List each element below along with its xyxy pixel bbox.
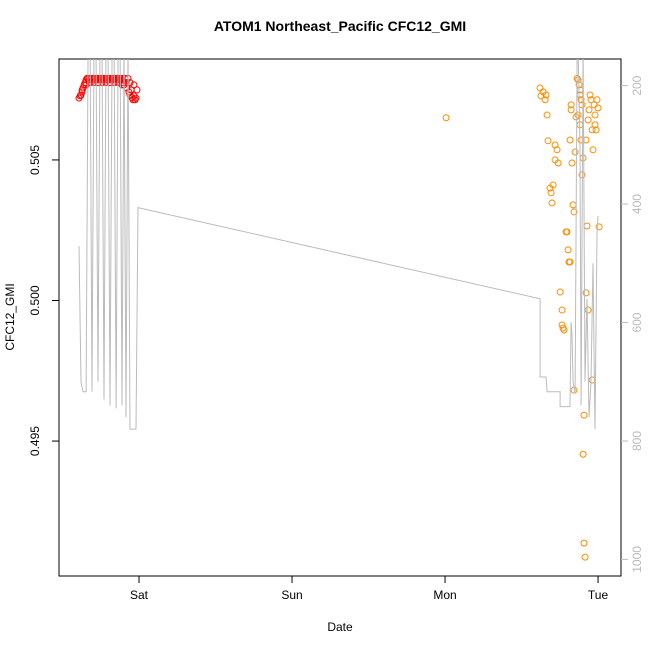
data-point (76, 92, 84, 100)
data-point (594, 104, 602, 112)
data-point (580, 539, 588, 547)
data-point (82, 81, 90, 89)
data-point (579, 450, 587, 458)
data-point (588, 126, 596, 134)
data-point (544, 137, 552, 145)
plot-area (75, 59, 603, 561)
data-point (543, 111, 551, 119)
data-point (563, 228, 571, 236)
data-point (541, 96, 549, 104)
data-point (571, 148, 579, 156)
y2-tick-label: 400 (630, 194, 644, 214)
data-point (133, 86, 141, 94)
data-point (549, 181, 557, 189)
data-point (582, 289, 590, 297)
data-point (577, 96, 585, 104)
data-point (122, 79, 130, 87)
data-point (593, 96, 601, 104)
x-tick-label: Mon (433, 588, 456, 602)
data-point (595, 223, 603, 231)
x-tick-label: Sun (281, 588, 302, 602)
data-point (126, 79, 134, 87)
data-point (553, 146, 561, 154)
data-point (568, 159, 576, 167)
x-axis-label: Date (327, 620, 353, 634)
data-point (78, 86, 86, 94)
data-point (132, 94, 140, 102)
y2-tick-label: 800 (630, 431, 644, 451)
data-point (580, 411, 588, 419)
data-point (125, 88, 133, 96)
data-point (442, 114, 450, 122)
x-tick-label: Sat (130, 588, 149, 602)
data-point (106, 79, 114, 87)
y-tick-label: 0.500 (28, 285, 42, 315)
data-point (592, 126, 600, 134)
data-point (566, 136, 574, 144)
data-point (581, 553, 589, 561)
data-point (556, 288, 564, 296)
data-point (582, 136, 590, 144)
data-point (558, 306, 566, 314)
data-point (118, 81, 126, 89)
data-point (564, 246, 572, 254)
data-point (589, 146, 597, 154)
data-point (584, 306, 592, 314)
data-point (584, 116, 592, 124)
y2-tick-label: 600 (630, 312, 644, 332)
y2-tick-label: 1000 (630, 546, 644, 573)
data-point (548, 199, 556, 207)
data-point (130, 92, 138, 100)
data-point (566, 258, 574, 266)
data-point (130, 81, 138, 89)
data-point (77, 91, 85, 99)
data-line (78, 59, 599, 430)
y-tick-label: 0.505 (28, 145, 42, 175)
data-point (574, 111, 582, 119)
data-point (537, 92, 545, 100)
data-point (560, 326, 568, 334)
data-point (570, 208, 578, 216)
y-axis-label: CFC12_GMI (3, 283, 17, 350)
data-point (591, 121, 599, 129)
data-point (94, 79, 102, 87)
data-point (586, 91, 594, 99)
data-point (78, 88, 86, 96)
data-point (567, 101, 575, 109)
y-tick-label: 0.495 (28, 426, 42, 456)
data-point (542, 91, 550, 99)
data-point (567, 106, 575, 114)
data-point (547, 189, 555, 197)
x-tick-label: Tue (588, 588, 609, 602)
y2-tick-label: 200 (630, 75, 644, 95)
data-point (554, 159, 562, 167)
chart-title: ATOM1 Northeast_Pacific CFC12_GMI (214, 18, 466, 34)
data-point (574, 76, 582, 84)
data-point (591, 111, 599, 119)
data-point (585, 106, 593, 114)
